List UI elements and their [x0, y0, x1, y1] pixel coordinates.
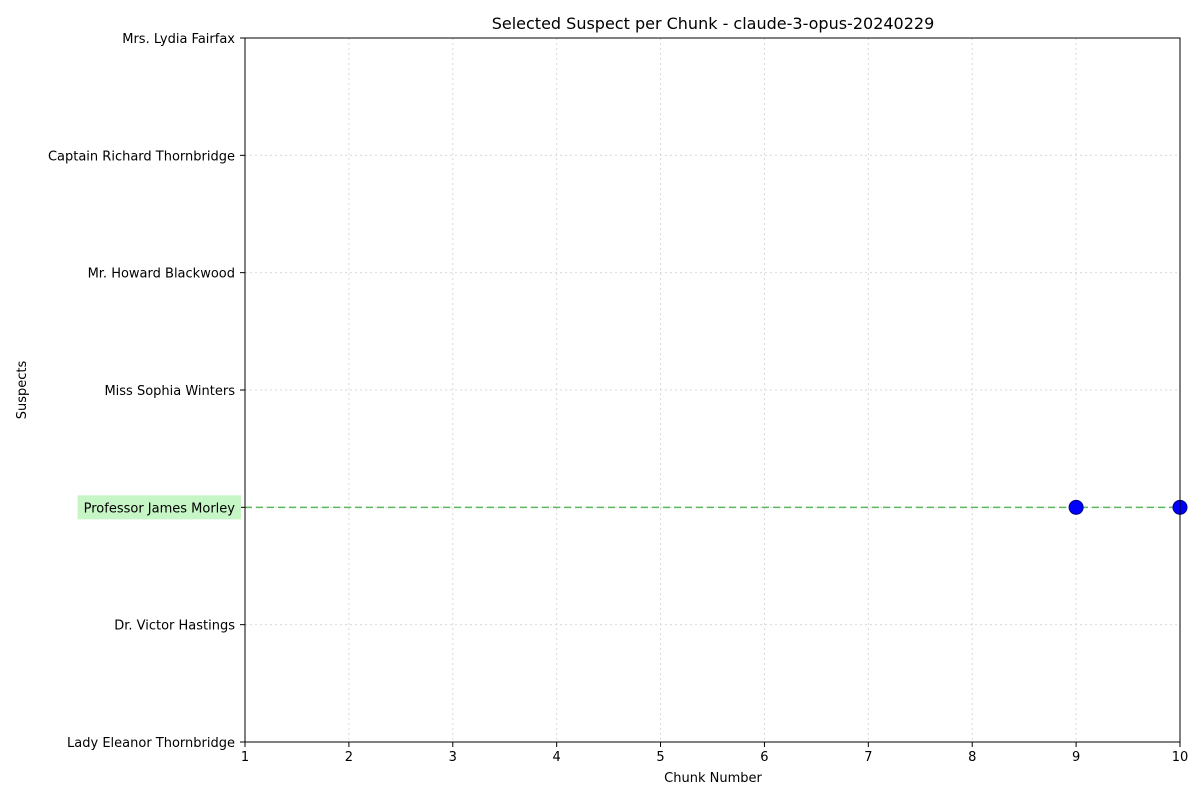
y-tick-label: Dr. Victor Hastings	[114, 619, 235, 634]
x-tick-label: 9	[1072, 750, 1080, 765]
y-tick-label: Miss Sophia Winters	[104, 384, 235, 399]
x-tick-label: 2	[345, 750, 353, 765]
x-axis-ticks: 1 2 3 4 5 6 7 8 9 10	[241, 742, 1188, 765]
y-axis-ticks: Lady Eleanor Thornbridge Dr. Victor Hasti…	[48, 32, 245, 751]
y-tick-label: Professor James Morley	[84, 501, 236, 516]
x-tick-label: 4	[553, 750, 561, 765]
highlight-label-bg	[77, 495, 241, 520]
x-axis-label: Chunk Number	[664, 771, 762, 786]
x-tick-label: 8	[968, 750, 976, 765]
y-axis-label: Suspects	[15, 361, 30, 420]
chart-title: Selected Suspect per Chunk - claude-3-op…	[492, 14, 935, 33]
x-tick-label: 1	[241, 750, 249, 765]
y-tick-label: Mr. Howard Blackwood	[88, 267, 235, 282]
grid	[244, 37, 1181, 743]
x-tick-label: 5	[656, 750, 664, 765]
x-tick-label: 10	[1172, 750, 1189, 765]
x-tick-label: 3	[449, 750, 457, 765]
y-tick-label: Mrs. Lydia Fairfax	[122, 32, 235, 47]
data-point	[1068, 499, 1084, 515]
y-tick-label: Captain Richard Thornbridge	[48, 149, 235, 164]
x-tick-label: 6	[760, 750, 768, 765]
x-tick-label: 7	[864, 750, 872, 765]
y-tick-label: Lady Eleanor Thornbridge	[67, 736, 235, 751]
